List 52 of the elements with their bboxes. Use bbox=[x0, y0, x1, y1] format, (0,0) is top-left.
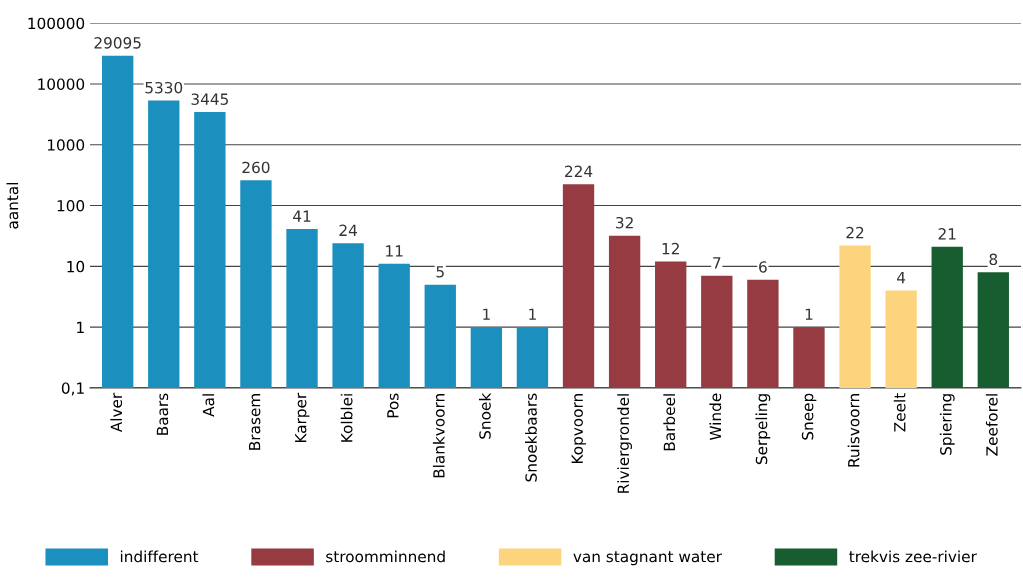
x-tick-label: Barbeel bbox=[663, 394, 676, 451]
y-tick-label: 0,1 bbox=[61, 382, 84, 396]
data-label: 21 bbox=[938, 228, 956, 240]
legend-label: stroomminnend bbox=[326, 550, 445, 563]
data-label: 1 bbox=[805, 308, 813, 320]
legend-label: trekvis zee-rivier bbox=[849, 550, 977, 563]
x-tick-label: Serpeling bbox=[755, 394, 771, 465]
x-tick-label: Pos bbox=[387, 393, 399, 418]
x-tick-label: Alver bbox=[110, 392, 123, 433]
y-tick-label: 100000 bbox=[28, 17, 85, 30]
x-tick-label: Sneep bbox=[801, 393, 817, 440]
y-tick-label: 100 bbox=[57, 200, 85, 212]
x-tick-label: Kopvoorn bbox=[571, 394, 586, 464]
y-tick-label: 10 bbox=[67, 260, 85, 273]
x-tick-label: Brasem bbox=[249, 394, 261, 450]
data-label: 12 bbox=[662, 242, 679, 255]
x-tick-label: Zeelt bbox=[893, 393, 906, 432]
data-label: 7 bbox=[713, 257, 721, 269]
legend-label: van stagnant water bbox=[573, 551, 722, 566]
y-tick-label: 1 bbox=[77, 321, 84, 333]
x-tick-label: Snoek bbox=[478, 392, 491, 439]
x-tick-label: Winde bbox=[709, 393, 722, 441]
data-label: 41 bbox=[293, 210, 311, 222]
data-label: 24 bbox=[339, 224, 357, 236]
x-tick-label: Kolblei bbox=[340, 394, 353, 442]
data-label: 11 bbox=[386, 245, 403, 257]
legend-label: indifferent bbox=[120, 550, 199, 563]
data-label: 29095 bbox=[94, 37, 141, 49]
data-label: 260 bbox=[242, 161, 270, 174]
y-tick-label: 10000 bbox=[38, 78, 85, 90]
y-tick-label: 1000 bbox=[47, 139, 85, 151]
x-tick-label: Zeeforel bbox=[985, 394, 998, 456]
y-axis-title: aantal bbox=[6, 182, 19, 229]
x-tick-label: Baars bbox=[156, 393, 169, 435]
data-label: 6 bbox=[759, 261, 767, 273]
data-label: 5 bbox=[436, 266, 444, 278]
data-label: 224 bbox=[565, 165, 593, 177]
data-label: 1 bbox=[483, 308, 490, 320]
data-label: 4 bbox=[897, 272, 906, 284]
x-tick-label: Spiering bbox=[939, 394, 955, 455]
x-tick-label: Aal bbox=[202, 394, 215, 417]
x-tick-label: Ruisvoorn bbox=[847, 394, 860, 467]
data-label: 5330 bbox=[145, 81, 183, 94]
x-tick-label: Blankvoorn bbox=[432, 394, 445, 478]
x-tick-label: Riviergrondel bbox=[617, 394, 633, 493]
data-label: 32 bbox=[616, 216, 633, 229]
data-label: 1 bbox=[529, 308, 536, 320]
data-label: 22 bbox=[846, 226, 864, 239]
x-tick-label: Karper bbox=[295, 392, 310, 443]
x-tick-label: Snoekbaars bbox=[525, 393, 537, 482]
data-label: 3445 bbox=[191, 93, 228, 105]
data-label: 8 bbox=[989, 253, 998, 266]
